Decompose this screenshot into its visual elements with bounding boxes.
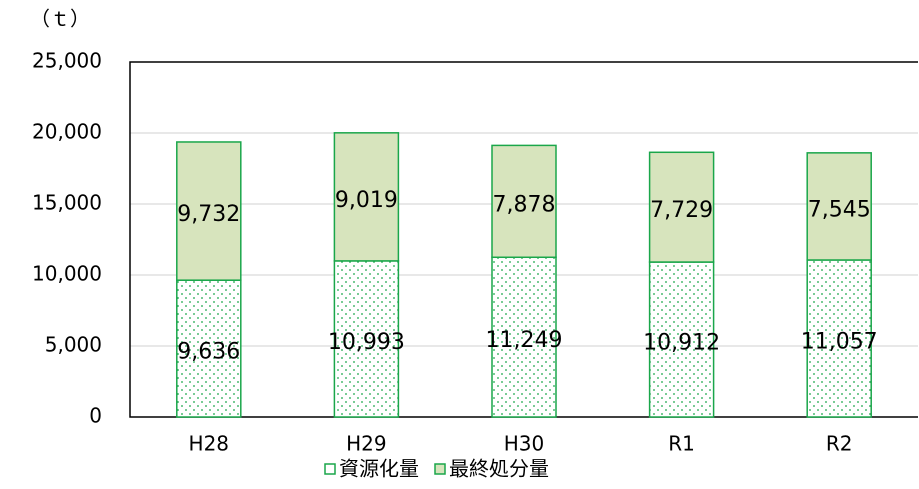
x-tick-label: H28: [189, 432, 230, 456]
bar-segment: [176, 279, 242, 418]
legend-swatch: [434, 463, 446, 475]
x-tick-label: H30: [504, 432, 545, 456]
data-label: 10,993: [328, 330, 405, 355]
y-axis-label: （ｔ）: [30, 7, 90, 31]
y-tick-label: 5,000: [45, 333, 102, 357]
data-label: 7,729: [650, 198, 713, 223]
y-tick-label: 25,000: [32, 49, 102, 73]
bar-segment: [806, 259, 872, 418]
data-label: 9,732: [177, 202, 240, 227]
legend-label: 資源化量: [339, 457, 419, 481]
data-label: 7,545: [808, 197, 871, 222]
legend-label: 最終処分量: [449, 457, 549, 481]
bar-segment: [333, 132, 400, 262]
x-tick-label: R2: [826, 432, 853, 456]
bar-segment: [806, 152, 872, 261]
bar-segment: [176, 141, 242, 281]
data-label: 11,057: [801, 329, 878, 354]
legend-swatch: [324, 463, 336, 475]
data-label: 10,912: [643, 331, 720, 356]
data-label: 9,636: [177, 340, 240, 365]
bar-segment: [491, 144, 557, 259]
data-label: 9,019: [335, 188, 398, 213]
y-tick-label: 10,000: [32, 262, 102, 286]
bar-segment: [491, 256, 557, 418]
bar-segment: [648, 261, 715, 418]
y-tick-label: 20,000: [32, 120, 102, 144]
x-tick-label: H29: [346, 432, 387, 456]
y-tick-label: 15,000: [32, 191, 102, 215]
bar-segment: [333, 260, 400, 418]
data-label: 11,249: [486, 328, 563, 353]
x-tick-label: R1: [668, 432, 695, 456]
data-label: 7,878: [493, 192, 556, 217]
bar-segment: [648, 151, 715, 263]
y-tick-label: 0: [89, 404, 102, 428]
